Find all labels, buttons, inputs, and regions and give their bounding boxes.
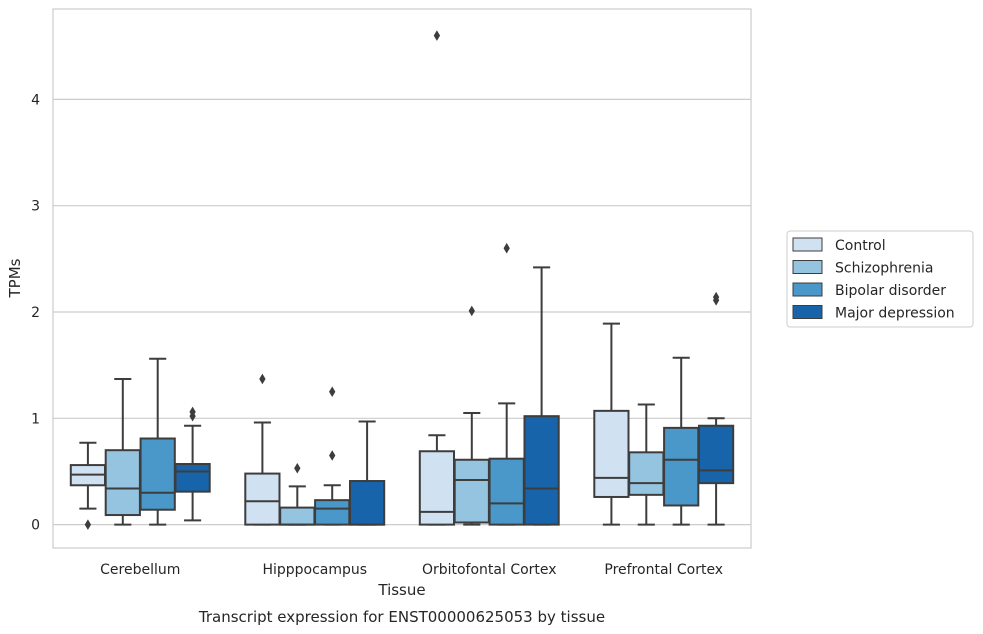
outlier-point [294,462,301,474]
box [523,415,560,526]
legend-frame [786,230,974,328]
outlier-point [259,373,266,385]
plot-area-frame [52,8,752,549]
outlier-point [329,386,336,397]
legend-swatch [792,260,823,274]
y-tick-label: 2 [31,305,40,321]
box [697,424,735,485]
box [279,506,316,526]
box-group [488,242,525,526]
chart-caption: Transcript expression for ENST0000062505… [198,608,605,626]
box-group [418,30,456,526]
outlier-point [468,305,475,317]
box-group [279,462,316,526]
box-group [69,441,107,530]
x-tick-label: Prefrontal Cortex [604,562,723,578]
legend-label: Control [835,238,886,254]
box [628,451,665,496]
legend-swatch [792,305,823,319]
outlier-point [712,291,720,303]
x-tick-label: Orbitofontal Cortex [422,562,557,578]
outlier-point [329,450,336,461]
x-axis-label: Tissue [377,581,425,599]
outlier-point [84,519,92,530]
box-group [314,386,351,526]
legend-label: Bipolar disorder [835,283,946,299]
box-group [593,322,630,526]
legend-swatch [792,237,823,252]
y-tick-label: 0 [31,518,40,534]
axis-ticks: 0 1 2 3 4 Cerebellum Hipppocampus Orbitofontal … [31,92,723,578]
box [593,409,630,498]
box-group [697,291,735,526]
box [174,463,211,493]
x-tick-label: Cerebellum [100,562,180,578]
outlier-point [433,30,441,41]
box-group [104,377,141,526]
box [139,437,176,511]
y-tick-label: 3 [31,199,40,215]
y-tick-label: 4 [31,92,40,108]
box-group [174,406,211,522]
x-tick-label: Hipppocampus [262,562,367,578]
box [348,480,386,526]
box [104,449,141,517]
y-axis-label: TPMs [6,258,24,298]
legend-label: Schizophrenia [835,261,933,277]
box [244,472,281,526]
outlier-point [189,406,196,418]
box-group [523,266,560,526]
box-group [139,357,176,526]
legend-swatch [792,282,823,297]
gridlines [53,98,751,526]
box [453,458,490,524]
box-group [348,420,386,526]
box-group [244,373,281,526]
box-group [453,305,490,526]
box [488,457,525,526]
box [418,450,456,526]
box-marks [69,30,735,530]
box-group [663,356,700,526]
box [663,426,700,507]
legend: Control Schizophrenia Bipolar disorder Majo… [786,230,974,328]
box [314,499,351,526]
legend-label: Major depression [835,306,955,322]
outlier-point [503,242,510,254]
box-group [628,403,665,526]
y-tick-label: 1 [31,411,40,427]
